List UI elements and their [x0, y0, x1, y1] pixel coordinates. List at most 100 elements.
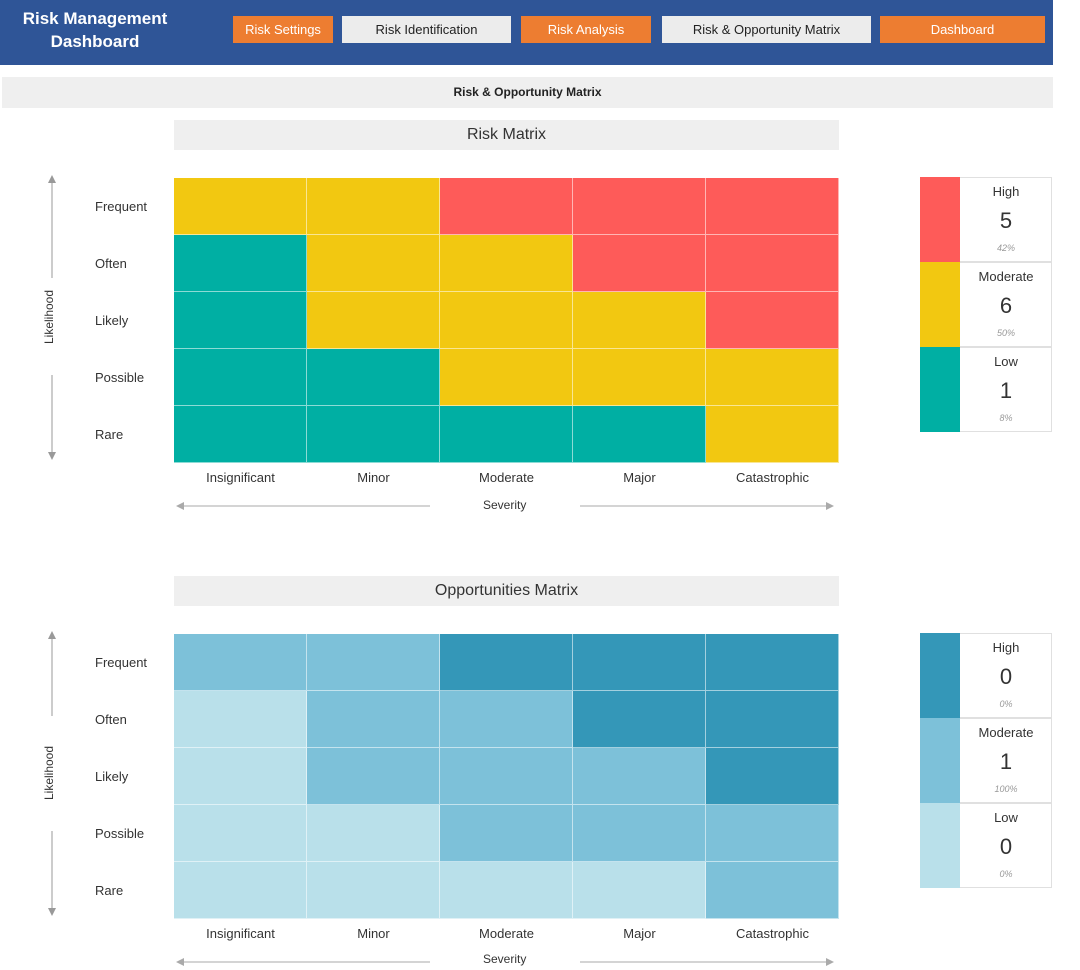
column-label: Moderate	[479, 470, 534, 485]
matrix-cell	[440, 178, 573, 235]
column-label: Moderate	[479, 926, 534, 941]
column-label: Major	[623, 470, 656, 485]
matrix-cell	[440, 634, 573, 691]
nav-risk-settings-button[interactable]: Risk Settings	[233, 16, 333, 43]
matrix-cell	[307, 292, 440, 349]
legend-item-moderate: Moderate 6 50%	[920, 262, 1052, 347]
legend-count: 1	[999, 378, 1013, 403]
legend-swatch	[920, 718, 960, 803]
matrix-cell	[307, 235, 440, 292]
matrix-cell	[307, 805, 440, 862]
matrix-cell	[440, 349, 573, 406]
matrix-cell	[573, 691, 706, 748]
matrix-cell	[440, 748, 573, 805]
matrix-cell	[440, 406, 573, 463]
legend-percent: 8%	[999, 413, 1013, 423]
legend-swatch	[920, 262, 960, 347]
risk-likelihood-axis	[48, 175, 56, 460]
matrix-cell	[706, 178, 839, 235]
matrix-cell	[706, 634, 839, 691]
matrix-cell	[573, 805, 706, 862]
matrix-cell	[307, 349, 440, 406]
app-title-line2: Dashboard	[50, 32, 140, 51]
row-label: Often	[95, 712, 127, 727]
matrix-cell	[174, 178, 307, 235]
matrix-cell	[573, 634, 706, 691]
risk-severity-axis	[176, 502, 834, 510]
matrix-cell	[174, 406, 307, 463]
matrix-cell	[174, 349, 307, 406]
matrix-cell	[174, 805, 307, 862]
matrix-cell	[573, 406, 706, 463]
legend-item-moderate: Moderate 1 100%	[920, 718, 1052, 803]
legend-percent: 50%	[996, 328, 1015, 338]
matrix-cell	[706, 691, 839, 748]
matrix-cell	[706, 349, 839, 406]
legend-count: 5	[999, 208, 1013, 233]
nav-risk-analysis-button[interactable]: Risk Analysis	[521, 16, 651, 43]
legend-swatch	[920, 633, 960, 718]
risk-matrix-title: Risk Matrix	[174, 120, 839, 150]
legend-swatch	[920, 803, 960, 888]
legend-label: Moderate	[978, 725, 1034, 740]
matrix-cell	[440, 235, 573, 292]
matrix-cell	[307, 178, 440, 235]
matrix-cell	[307, 406, 440, 463]
matrix-cell	[174, 748, 307, 805]
nav-risk-opportunity-matrix-button[interactable]: Risk & Opportunity Matrix	[662, 16, 871, 43]
row-label: Likely	[95, 313, 129, 328]
matrix-cell	[706, 862, 839, 919]
matrix-cell	[706, 748, 839, 805]
section-title: Risk & Opportunity Matrix	[2, 77, 1053, 108]
matrix-cell	[440, 805, 573, 862]
row-label: Rare	[95, 427, 124, 442]
matrix-cell	[307, 691, 440, 748]
app-title-line1: Risk Management	[22, 9, 168, 28]
legend-label: Low	[994, 354, 1018, 369]
legend-percent: 0%	[999, 869, 1013, 879]
matrix-cell	[573, 292, 706, 349]
risk-likelihood-label: Likelihood	[42, 289, 57, 345]
opportunities-likelihood-label: Likelihood	[42, 745, 57, 801]
legend-count: 1	[999, 749, 1013, 774]
legend-item-high: High 0 0%	[920, 633, 1052, 718]
legend-count: 0	[999, 834, 1013, 859]
column-label: Minor	[357, 470, 390, 485]
matrix-cell	[174, 862, 307, 919]
matrix-cell	[174, 292, 307, 349]
matrix-cell	[706, 805, 839, 862]
column-label: Minor	[357, 926, 390, 941]
legend-percent: 42%	[996, 243, 1015, 253]
opportunities-severity-label: Severity	[483, 952, 527, 966]
legend-percent: 0%	[999, 699, 1013, 709]
row-label: Often	[95, 256, 127, 271]
matrix-cell	[706, 406, 839, 463]
legend-count: 6	[999, 293, 1013, 318]
row-label: Possible	[95, 826, 145, 841]
nav-risk-identification-button[interactable]: Risk Identification	[342, 16, 511, 43]
risk-severity-label: Severity	[483, 498, 527, 512]
matrix-cell	[307, 634, 440, 691]
matrix-cell	[573, 178, 706, 235]
column-label: Insignificant	[206, 470, 275, 485]
matrix-cell	[440, 691, 573, 748]
opportunities-matrix-grid	[174, 634, 839, 919]
nav-dashboard-button[interactable]: Dashboard	[880, 16, 1045, 43]
matrix-cell	[174, 691, 307, 748]
column-label: Insignificant	[206, 926, 275, 941]
legend-item-low: Low 1 8%	[920, 347, 1052, 432]
legend-item-low: Low 0 0%	[920, 803, 1052, 888]
legend-swatch	[920, 347, 960, 432]
column-label: Catastrophic	[736, 470, 809, 485]
matrix-cell	[174, 634, 307, 691]
legend-label: Moderate	[978, 269, 1034, 284]
legend-label: Low	[994, 810, 1018, 825]
row-label: Frequent	[95, 199, 148, 214]
opportunities-likelihood-axis	[48, 631, 56, 916]
matrix-cell	[174, 235, 307, 292]
legend-item-high: High 5 42%	[920, 177, 1052, 262]
matrix-cell	[440, 862, 573, 919]
matrix-cell	[440, 292, 573, 349]
legend-count: 0	[999, 664, 1013, 689]
matrix-cell	[706, 235, 839, 292]
